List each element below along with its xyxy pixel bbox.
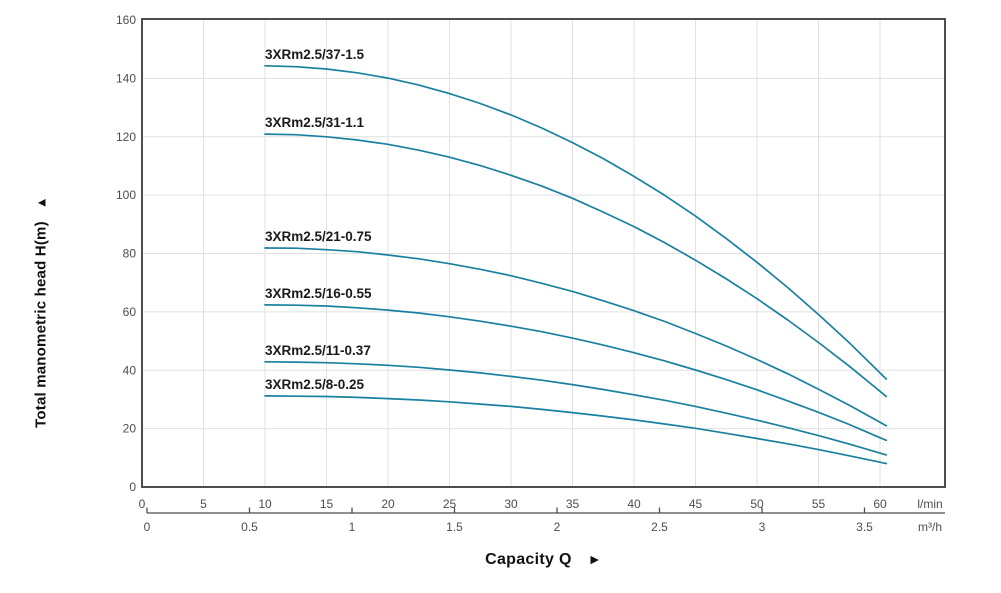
x-tick-label-lmin: 15 [320,497,334,511]
y-tick-label: 140 [116,71,136,85]
pump-curve-3xrm2-5-37-1-5 [264,64,888,380]
x-tick-label-lmin: 40 [627,497,641,511]
y-tick-label: 0 [129,480,136,494]
right-arrow-icon: ► [587,551,602,567]
curve-label: 3XRm2.5/8-0.25 [265,377,365,392]
x-tick-label-lmin: 10 [258,497,272,511]
y-tick-label: 60 [123,305,137,319]
x-tick-label-lmin: 0 [139,497,146,511]
x-tick-label-lmin: 25 [443,497,457,511]
x-tick-label-lmin: 20 [381,497,395,511]
y-tick-label: 160 [116,13,136,27]
x-axis-title: Capacity Q ► [142,551,945,569]
x-tick-label-m3h: 2 [554,520,561,534]
y-tick-label: 120 [116,130,136,144]
y-tick-label: 40 [123,363,137,377]
curve-label: 3XRm2.5/16-0.55 [265,286,372,301]
x-tick-label-lmin: 55 [812,497,826,511]
x-tick-label-lmin: 45 [689,497,703,511]
plot-frame [141,18,946,488]
x-tick-label-m3h: 2.5 [651,520,668,534]
pump-curve-3xrm2-5-16-0-55 [264,304,888,442]
x-unit-m3h: m³/h [918,520,942,534]
pump-curve-3xrm2-5-11-0-37 [264,360,888,456]
curve-label: 3XRm2.5/31-1.1 [265,115,365,130]
x-tick-label-lmin: 60 [873,497,887,511]
curve-label: 3XRm2.5/37-1.5 [265,47,365,62]
pump-curve-3xrm2-5-8-0-25 [264,395,888,465]
x-tick-label-m3h: 0 [144,520,151,534]
curve-label: 3XRm2.5/21-0.75 [265,229,372,244]
curve-label: 3XRm2.5/11-0.37 [265,343,371,358]
x-tick-label-m3h: 0.5 [241,520,258,534]
y-tick-label: 20 [123,422,137,436]
pump-curve-3xrm2-5-21-0-75 [264,247,888,427]
x-unit-lmin: l/min [917,497,942,511]
y-axis-title: Total manometric head H(m) ▲ [33,196,50,428]
x-tick-label-lmin: 30 [504,497,518,511]
up-arrow-icon: ▲ [33,196,49,210]
pump-curve-3xrm2-5-31-1-1 [264,133,888,398]
y-tick-label: 100 [116,188,136,202]
x-axis-title-text: Capacity Q [485,551,572,568]
x-tick-label-lmin: 35 [566,497,580,511]
x-tick-label-lmin: 5 [200,497,207,511]
x-tick-label-m3h: 3.5 [856,520,873,534]
x-tick-label-lmin: 50 [750,497,764,511]
x-tick-label-m3h: 3 [759,520,766,534]
y-axis-title-text: Total manometric head H(m) [32,221,50,428]
y-tick-label: 80 [123,247,137,261]
x-tick-label-m3h: 1 [349,520,356,534]
x-tick-label-m3h: 1.5 [446,520,463,534]
